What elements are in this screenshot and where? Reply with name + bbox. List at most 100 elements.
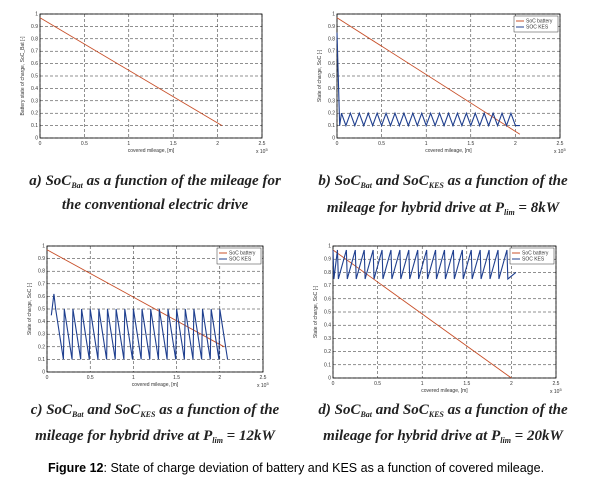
- x-multiplier-exponent: 5: [265, 147, 268, 152]
- x-tick-label: 0.5: [374, 381, 381, 387]
- x-axis-label: covered mileage, [m]: [421, 388, 468, 394]
- x-tick-label: 1.5: [463, 381, 470, 387]
- caption-subscript: Bat: [359, 410, 372, 419]
- legend-label: SoC battery: [229, 251, 256, 257]
- caption-text: d): [318, 402, 334, 418]
- caption-text: as a function of the mileage for: [83, 173, 281, 189]
- caption-text: = 12kW: [223, 428, 277, 444]
- caption-subscript: lim: [500, 436, 511, 445]
- caption-subscript: lim: [504, 208, 515, 217]
- x-tick-label: 0: [46, 375, 49, 381]
- y-tick-label: 0.9: [38, 256, 45, 262]
- y-tick-label: 0.3: [38, 332, 45, 338]
- x-tick-label: 1.5: [173, 375, 180, 381]
- x-multiplier-base: x 10: [257, 383, 267, 389]
- legend-label: SOC KES: [526, 25, 549, 31]
- y-tick-label: 0.8: [324, 270, 331, 276]
- y-tick-label: 0.1: [328, 123, 335, 129]
- x-tick-label: 2: [510, 381, 513, 387]
- figure-label: Figure 12: [48, 461, 104, 475]
- y-tick-label: 0.7: [328, 49, 335, 55]
- y-axis-label: State of charge, SoC [-]: [313, 285, 319, 338]
- caption-text: = 20kW: [511, 428, 565, 444]
- x-multiplier-exponent: 5: [559, 387, 562, 392]
- y-tick-label: 0.2: [31, 111, 38, 117]
- caption-symbol: SoC: [335, 173, 362, 189]
- caption-text: and: [372, 173, 403, 189]
- x-multiplier-exponent: 5: [266, 381, 269, 386]
- x-tick-label: 0: [336, 141, 339, 147]
- caption-symbol: P: [203, 428, 213, 444]
- y-tick-label: 0.7: [324, 283, 331, 289]
- data-line: [50, 293, 229, 360]
- caption-text: as a function of the: [444, 173, 568, 189]
- y-tick-label: 0.5: [38, 307, 45, 313]
- x-axis-label: covered mileage, [m]: [425, 148, 472, 154]
- y-tick-label: 0.4: [38, 319, 45, 325]
- y-tick-label: 0: [328, 376, 331, 382]
- figure-text: : State of charge deviation of battery a…: [104, 461, 545, 475]
- x-tick-label: 2.5: [553, 381, 560, 387]
- y-tick-label: 0.4: [31, 86, 38, 92]
- y-tick-label: 0.5: [328, 74, 335, 80]
- y-tick-label: 0: [332, 136, 335, 142]
- figure-caption: Figure 12: State of charge deviation of …: [48, 461, 544, 475]
- caption-text: = 8kW: [515, 200, 561, 216]
- y-tick-label: 0.6: [328, 61, 335, 67]
- y-tick-label: 0.6: [38, 294, 45, 300]
- legend-label: SoC battery: [522, 251, 549, 257]
- x-tick-label: 2.5: [557, 141, 564, 147]
- y-tick-label: 1: [42, 244, 45, 250]
- y-tick-label: 0.5: [324, 310, 331, 316]
- x-tick-label: 0: [332, 381, 335, 387]
- data-line: [336, 17, 521, 135]
- x-tick-label: 0: [39, 141, 42, 147]
- data-line: [336, 32, 520, 128]
- caption-symbol: SoC: [46, 402, 73, 418]
- caption-subscript: KES: [428, 410, 445, 419]
- caption-text: the conventional electric drive: [62, 197, 249, 213]
- x-multiplier: x 105: [256, 147, 268, 155]
- caption-text: as a function of the: [155, 402, 279, 418]
- caption-text: c): [31, 402, 46, 418]
- x-multiplier-exponent: 5: [563, 147, 566, 152]
- caption-subscript: Bat: [71, 410, 84, 419]
- y-tick-label: 0.6: [324, 296, 331, 302]
- y-tick-label: 1: [332, 12, 335, 18]
- caption-subscript: Bat: [70, 181, 83, 190]
- caption-text: a): [29, 173, 45, 189]
- data-line: [332, 249, 512, 379]
- legend-box: [216, 247, 262, 265]
- x-multiplier-base: x 10: [554, 149, 564, 155]
- y-axis-label: State of charge, SoC [-]: [317, 49, 323, 102]
- y-tick-label: 0.4: [324, 323, 331, 329]
- caption-text: mileage for hybrid drive at: [327, 200, 495, 216]
- y-tick-label: 1: [328, 244, 331, 250]
- y-tick-label: 0.2: [324, 349, 331, 355]
- legend-label: SoC battery: [526, 19, 553, 25]
- x-tick-label: 1: [425, 141, 428, 147]
- panel-caption: d) SoCBat​ and SoCKES​ as a function of …: [318, 402, 568, 419]
- caption-symbol: SoC: [403, 173, 430, 189]
- x-tick-label: 2.5: [260, 375, 267, 381]
- y-tick-label: 0.3: [328, 98, 335, 104]
- y-tick-label: 0.9: [328, 24, 335, 30]
- x-tick-label: 1: [421, 381, 424, 387]
- plot-frame: [332, 245, 557, 379]
- panel-caption: mileage for hybrid drive at Plim​ = 20kW: [323, 428, 564, 445]
- x-tick-label: 2: [216, 141, 219, 147]
- x-axis-label: covered mileage, [m]: [132, 382, 179, 388]
- y-tick-label: 0.4: [328, 86, 335, 92]
- caption-text: and: [84, 402, 115, 418]
- legend-box: [509, 247, 555, 265]
- panel-caption: a) SoCBat​ as a function of the mileage …: [29, 173, 281, 190]
- plot-frame: [336, 13, 561, 139]
- caption-text: mileage for hybrid drive at: [35, 428, 203, 444]
- x-tick-label: 1: [127, 141, 130, 147]
- panel-caption: mileage for hybrid drive at Plim​ = 12kW: [35, 428, 276, 445]
- y-axis-label: State of charge, SoC [-]: [27, 282, 33, 335]
- y-axis-label: Battery state of charge, SoC_Bat [-]: [20, 36, 26, 116]
- y-tick-label: 0.6: [31, 61, 38, 67]
- y-tick-label: 0.8: [328, 36, 335, 42]
